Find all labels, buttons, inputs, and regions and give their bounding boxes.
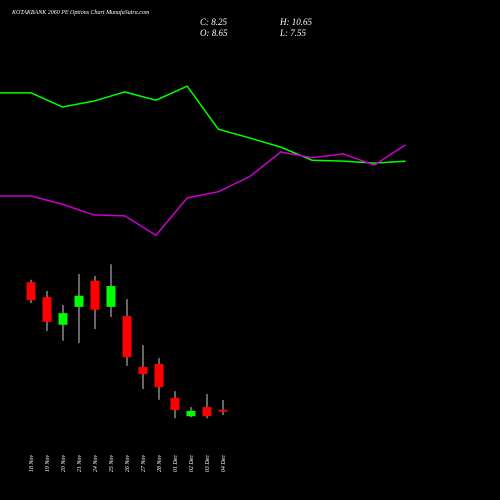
candle-body bbox=[202, 407, 212, 417]
candle-body bbox=[74, 295, 84, 307]
x-tick-label: 25 Nov bbox=[109, 455, 115, 473]
x-tick-label: 27 Nov bbox=[141, 455, 147, 473]
candle-body bbox=[26, 282, 36, 301]
candle-body bbox=[122, 316, 132, 358]
x-tick-label: 24 Nov bbox=[92, 455, 99, 473]
candle-body bbox=[170, 397, 180, 410]
candle-body bbox=[154, 363, 164, 388]
candle-body bbox=[42, 297, 52, 322]
x-tick-label: 26 Nov bbox=[125, 455, 131, 473]
indicator-line bbox=[0, 85, 406, 164]
candle-body bbox=[218, 409, 228, 412]
x-tick-label: 21 Nov bbox=[77, 455, 83, 473]
x-tick-label: 19 Nov bbox=[45, 455, 51, 473]
header-open: O: 8.65 bbox=[200, 28, 228, 38]
candle-body bbox=[90, 280, 100, 310]
x-tick-label: 04 Dec bbox=[220, 455, 227, 472]
x-tick-label: 18 Nov bbox=[29, 455, 35, 473]
header-low: L: 7.55 bbox=[279, 28, 307, 38]
x-tick-label: 01 Dec bbox=[173, 455, 179, 472]
x-tick-label: 20 Nov bbox=[61, 455, 67, 473]
indicator-line bbox=[0, 144, 407, 237]
header-high: H: 10.65 bbox=[279, 17, 312, 27]
candle-body bbox=[186, 410, 196, 417]
chart-title: KOTAKBANK 2060 PE Options Chart MunafaSu… bbox=[11, 9, 150, 16]
candle-body bbox=[58, 313, 68, 325]
candle-body bbox=[138, 366, 148, 375]
x-tick-label: 03 Dec bbox=[205, 455, 211, 472]
candle-body bbox=[106, 286, 116, 307]
header-close: C: 8.25 bbox=[200, 17, 228, 27]
x-tick-label: 02 Dec bbox=[189, 455, 195, 472]
x-tick-label: 28 Nov bbox=[157, 455, 163, 473]
